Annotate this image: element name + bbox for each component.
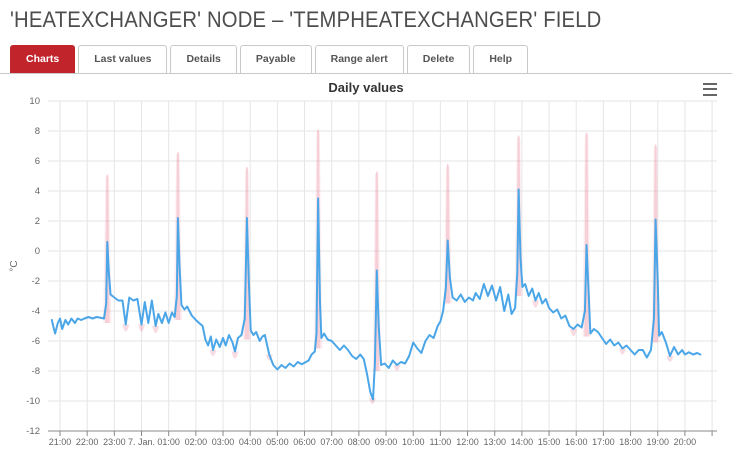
svg-text:11:00: 11:00	[429, 437, 451, 447]
svg-text:6: 6	[35, 156, 40, 167]
svg-text:10:00: 10:00	[402, 437, 425, 447]
svg-text:02:00: 02:00	[185, 437, 208, 447]
svg-text:-10: -10	[26, 396, 40, 407]
series-average	[50, 188, 702, 400]
svg-text:07:00: 07:00	[320, 437, 343, 447]
svg-text:14:00: 14:00	[511, 437, 534, 447]
grid	[48, 100, 717, 431]
tab-bar: Charts Last values Details Payable Range ale…	[0, 45, 732, 74]
svg-text:10: 10	[29, 96, 40, 107]
svg-text:2: 2	[35, 216, 40, 227]
svg-text:-8: -8	[32, 366, 40, 377]
chart-title: Daily values	[328, 79, 404, 95]
page-title: 'HEATEXCHANGER' NODE – 'TEMPHEATEXCHANGE…	[10, 7, 602, 32]
svg-text:-2: -2	[32, 276, 40, 287]
svg-text:19:00: 19:00	[646, 437, 669, 447]
svg-text:7. Jan.: 7. Jan.	[128, 437, 155, 447]
x-axis	[48, 430, 717, 436]
svg-text:4: 4	[35, 186, 40, 197]
app-page: { "header": { "title": "'HEATEXCHANGER' …	[0, 7, 732, 457]
chart-plot-area: 10 8 6 4 2 0 -2 -4 -6 -8 -10 -12 21:00 22:00 23:00 7. J…	[9, 96, 717, 447]
tab-help[interactable]: Help	[473, 45, 529, 73]
svg-text:23:00: 23:00	[103, 437, 126, 447]
chart-context-menu-button[interactable]	[703, 82, 719, 96]
svg-text:-6: -6	[32, 336, 40, 347]
svg-text:03:00: 03:00	[212, 437, 235, 447]
svg-text:04:00: 04:00	[239, 437, 262, 447]
y-axis-labels: 10 8 6 4 2 0 -2 -4 -6 -8 -10 -12	[26, 96, 40, 437]
hamburger-icon	[703, 88, 717, 90]
hamburger-icon	[703, 93, 717, 96]
tab-payable[interactable]: Payable	[239, 45, 312, 73]
tab-details[interactable]: Details	[170, 45, 237, 73]
hamburger-icon	[703, 82, 717, 85]
svg-text:09:00: 09:00	[375, 437, 398, 447]
x-axis-labels: 21:00 22:00 23:00 7. Jan. 01:00 02:00 03:00 04:…	[49, 437, 696, 447]
svg-text:12:00: 12:00	[456, 437, 479, 447]
svg-text:8: 8	[35, 126, 40, 137]
svg-text:0: 0	[35, 246, 40, 257]
svg-text:22:00: 22:00	[76, 437, 99, 447]
svg-text:01:00: 01:00	[157, 437, 180, 447]
svg-text:-12: -12	[26, 426, 40, 437]
svg-text:20:00: 20:00	[674, 437, 697, 447]
y-axis-title: °C	[9, 260, 20, 271]
tab-range-alert[interactable]: Range alert	[314, 45, 404, 73]
svg-text:18:00: 18:00	[619, 437, 642, 447]
svg-text:15:00: 15:00	[538, 437, 561, 447]
tab-delete[interactable]: Delete	[406, 45, 471, 73]
daily-values-chart: Daily values 10 8 6 4 2 0 -2 -4 -6 -8 -10 -12 21:00 2…	[0, 78, 732, 453]
svg-text:05:00: 05:00	[266, 437, 289, 447]
svg-text:-4: -4	[32, 306, 40, 317]
svg-text:17:00: 17:00	[592, 437, 615, 447]
svg-text:08:00: 08:00	[348, 437, 371, 447]
svg-text:21:00: 21:00	[49, 437, 72, 447]
svg-text:06:00: 06:00	[293, 437, 316, 447]
svg-text:16:00: 16:00	[565, 437, 588, 447]
tab-last-values[interactable]: Last values	[78, 45, 168, 73]
tab-charts[interactable]: Charts	[10, 45, 76, 73]
svg-text:13:00: 13:00	[483, 437, 506, 447]
